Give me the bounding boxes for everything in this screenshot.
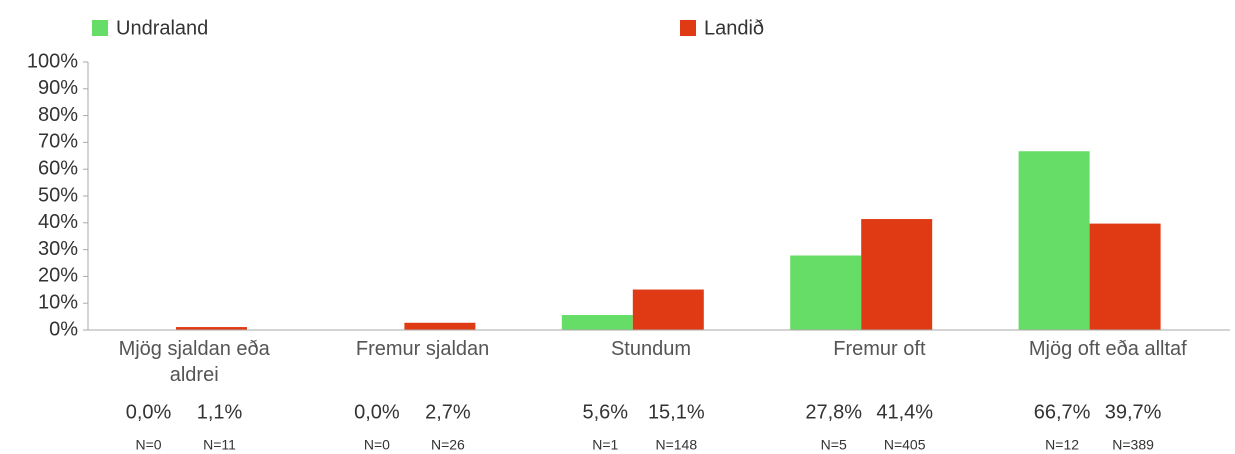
bar <box>632 289 704 330</box>
value-label: 0,0% <box>126 401 172 423</box>
n-label: N=1 <box>592 437 618 453</box>
n-label: N=5 <box>821 437 847 453</box>
y-tick-label: 60% <box>38 157 78 179</box>
legend-label: Landið <box>704 17 764 39</box>
value-label: 2,7% <box>425 401 471 423</box>
bar <box>561 314 633 330</box>
x-tick-label: Mjög sjaldan eða aldrei <box>118 338 270 386</box>
y-tick-label: 90% <box>38 77 78 99</box>
y-tick-label: 70% <box>38 131 78 153</box>
y-tick-label: 40% <box>38 211 78 233</box>
value-label: 41,4% <box>876 401 933 423</box>
n-label: N=12 <box>1045 437 1079 453</box>
n-label: N=0 <box>135 437 161 453</box>
bar <box>861 219 933 330</box>
y-tick-label: 30% <box>38 238 78 260</box>
value-label: 5,6% <box>583 401 629 423</box>
n-label: N=11 <box>203 437 236 453</box>
x-tick-label: Mjög oft eða alltaf <box>1028 338 1187 360</box>
bar <box>404 322 476 330</box>
n-label: N=0 <box>364 437 390 453</box>
value-label: 66,7% <box>1034 401 1091 423</box>
bar <box>1089 223 1161 330</box>
x-tick-label: Fremur oft <box>833 338 926 360</box>
bar <box>1018 151 1090 330</box>
y-tick-label: 80% <box>38 104 78 126</box>
value-label: 15,1% <box>648 401 705 423</box>
y-tick-label: 0% <box>49 318 78 340</box>
value-label: 27,8% <box>805 401 862 423</box>
y-tick-label: 10% <box>38 291 78 313</box>
value-label: 39,7% <box>1105 401 1162 423</box>
value-label: 0,0% <box>354 401 400 423</box>
y-tick-label: 20% <box>38 265 78 287</box>
value-label: 1,1% <box>197 401 243 423</box>
bar <box>176 327 247 330</box>
legend-swatch <box>92 20 108 36</box>
legend-label: Undraland <box>116 17 208 39</box>
n-label: N=405 <box>884 437 926 453</box>
n-label: N=389 <box>1112 437 1154 453</box>
x-tick-label: Fremur sjaldan <box>355 338 490 360</box>
y-tick-label: 50% <box>38 184 78 206</box>
bar <box>790 255 862 330</box>
legend-swatch <box>680 20 696 36</box>
y-tick-label: 100% <box>27 50 78 72</box>
x-tick-label: Stundum <box>610 338 692 360</box>
n-label: N=148 <box>655 437 697 453</box>
n-label: N=26 <box>431 437 465 453</box>
